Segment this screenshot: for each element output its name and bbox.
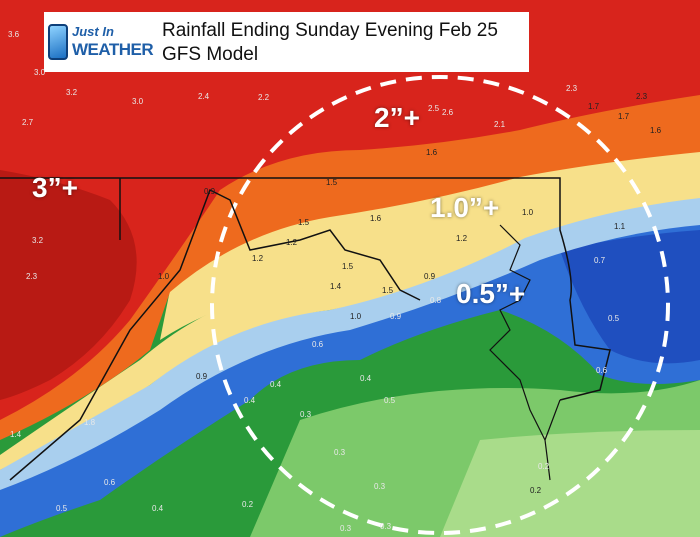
callout-3in: 3”+ [32, 172, 78, 203]
value-label: 0.9 [196, 372, 208, 381]
value-label: 0.2 [530, 486, 542, 495]
value-label: 0.9 [390, 312, 402, 321]
yellow-band [0, 170, 700, 470]
title-box: Just In WEATHER Rainfall Ending Sunday E… [44, 12, 529, 72]
value-label: 3.0 [34, 68, 46, 77]
callout-half-in: 0.5”+ [456, 278, 526, 309]
value-label: 0.6 [104, 478, 116, 487]
value-label: 0.2 [538, 462, 550, 471]
value-label: 2.2 [258, 93, 270, 102]
value-label: 0.6 [312, 340, 324, 349]
value-label: 0.2 [242, 500, 254, 509]
just-in-weather-logo: Just In WEATHER [48, 22, 158, 64]
value-label: 0.3 [340, 524, 352, 533]
value-label: 3.0 [132, 97, 144, 106]
value-label: 2.3 [566, 84, 578, 93]
value-label: 0.5 [56, 504, 68, 513]
value-label: 1.8 [84, 418, 96, 427]
map-title: Rainfall Ending Sunday Evening Feb 25 [162, 20, 498, 41]
value-label: 1.2 [456, 234, 468, 243]
value-label: 2.7 [22, 118, 34, 127]
value-label: 2.3 [26, 272, 38, 281]
logo-line2: WEATHER [72, 40, 154, 59]
value-label: 0.4 [270, 380, 282, 389]
value-label: 1.0 [158, 272, 170, 281]
value-label: 1.5 [342, 262, 354, 271]
value-label: 1.5 [298, 218, 310, 227]
value-label: 2.3 [636, 92, 648, 101]
value-label: 0.3 [300, 410, 312, 419]
state-border [0, 177, 611, 401]
value-label: 1.2 [252, 254, 264, 263]
value-label: 1.4 [10, 430, 22, 439]
value-label: 3.2 [66, 88, 78, 97]
value-label: 2.6 [442, 108, 454, 117]
value-label: 1.6 [370, 214, 382, 223]
value-label: 1.6 [426, 148, 438, 157]
value-label: 0.4 [360, 374, 372, 383]
value-label: 1.7 [588, 102, 600, 111]
value-label: 0.5 [608, 314, 620, 323]
callout-2in: 2”+ [374, 102, 420, 133]
value-label: 1.0 [350, 312, 362, 321]
yellow-band-north [160, 150, 700, 340]
value-label: 0.6 [596, 366, 608, 375]
value-label: 1.7 [618, 112, 630, 121]
light-blue-band [0, 195, 700, 490]
value-label: 1.2 [286, 238, 298, 247]
value-label: 1.1 [614, 222, 626, 231]
value-label: 0.5 [384, 396, 396, 405]
callout-1in: 1.0”+ [430, 192, 500, 223]
value-label: 0.3 [380, 522, 392, 531]
value-label: 2.4 [198, 92, 210, 101]
value-label: 3.2 [32, 236, 44, 245]
value-label: 0.9 [204, 187, 216, 196]
value-label: 0.4 [244, 396, 256, 405]
value-label: 1.0 [522, 208, 534, 217]
coast-line [544, 399, 561, 481]
value-label: 3.6 [8, 30, 20, 39]
value-label: 0.3 [374, 482, 386, 491]
value-label: 1.6 [650, 126, 662, 135]
value-label: 2.1 [494, 120, 506, 129]
value-label: 1.4 [330, 282, 342, 291]
phone-icon [48, 24, 68, 60]
value-label: 1.5 [326, 178, 338, 187]
value-label: 0.9 [424, 272, 436, 281]
logo-line1: Just In [72, 24, 114, 39]
value-label: 2.5 [428, 104, 440, 113]
value-label: 1.5 [382, 286, 394, 295]
bay-shoreline [489, 224, 546, 441]
red-band [0, 0, 700, 420]
lighter-green-band [440, 430, 700, 537]
state-border-wv [9, 188, 421, 481]
value-label: 0.3 [334, 448, 346, 457]
value-label: 0.8 [430, 296, 442, 305]
blue-band [0, 210, 700, 537]
dark-red-band [0, 170, 137, 400]
dashed-circle [210, 75, 670, 535]
value-label: 0.4 [152, 504, 164, 513]
value-label: 0.7 [594, 256, 606, 265]
map-subtitle: GFS Model [162, 44, 259, 65]
